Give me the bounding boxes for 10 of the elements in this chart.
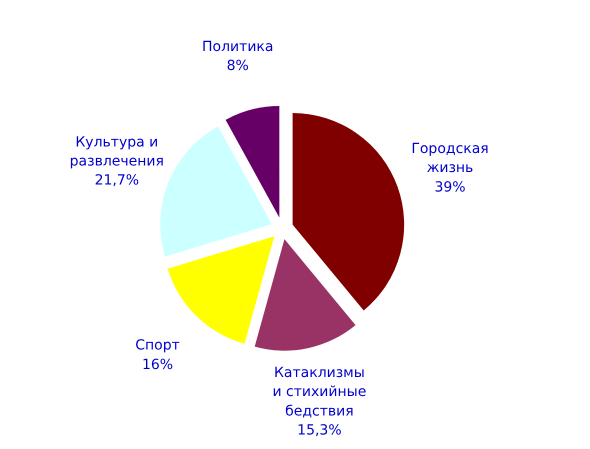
slice-label: Катаклизмы и стихийные бедствия [272, 364, 366, 420]
slice-label: Спорт [135, 338, 180, 354]
data-label: 8% [226, 58, 249, 74]
data-label: 15,3% [297, 422, 342, 439]
data-label: 21,7% [94, 172, 140, 189]
data-label: 39% [434, 179, 466, 196]
slice-label: Политика [202, 38, 274, 55]
slice-label: Городская жизнь [411, 141, 489, 176]
slice-label: Культура и развлечения [70, 134, 164, 170]
data-label: 16% [142, 356, 174, 373]
